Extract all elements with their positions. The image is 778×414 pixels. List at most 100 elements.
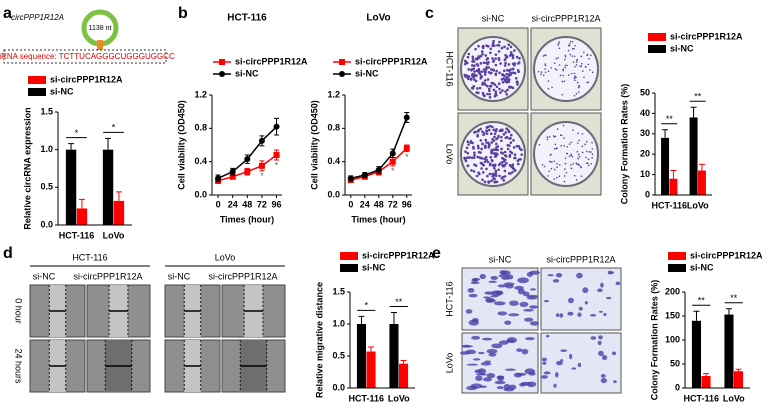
colony [570,164,572,166]
sig-label: ** [730,293,738,303]
colony [494,180,497,183]
colony [507,63,511,66]
colony [573,77,576,79]
colony [482,61,486,65]
sig-label: * [260,171,264,181]
colony [574,75,576,78]
colony [487,66,491,69]
colony [483,73,487,76]
colony [543,165,546,168]
cell [521,348,529,355]
colony [469,78,473,81]
sig-label: ** [698,296,706,306]
colony [476,64,480,67]
colony [479,62,483,65]
x-tick-label: 0 [348,199,353,209]
colony [497,134,500,138]
cell [543,371,551,375]
colony [504,131,508,134]
colony [587,164,590,167]
cell [611,351,617,356]
y-tick-label: 200 [665,286,680,296]
colony [556,176,558,179]
cell [497,284,507,288]
colony [509,45,513,49]
colony [581,133,584,135]
cell [493,301,506,306]
colony [580,175,583,177]
colony [555,147,558,150]
cell [490,275,499,280]
cell [506,337,517,344]
colony [503,150,507,154]
colony [573,47,575,50]
cell [461,344,471,348]
y-tick-label: 150 [665,310,680,320]
colony [488,89,491,93]
cell [590,314,597,317]
colony [587,81,590,83]
colony [566,146,569,148]
cell [598,310,603,313]
colony [567,74,570,76]
colony [499,62,502,65]
colony [569,53,571,56]
colony [494,173,497,176]
legend-label: si-NC [355,68,379,78]
legend-label: si-NC [50,86,74,96]
cell [519,301,529,307]
colony [584,66,587,68]
colony [488,143,491,147]
colony [520,148,523,152]
y-axis-title: Relative migrative distance [314,282,324,398]
colony [488,124,492,128]
bar [102,149,114,225]
colony [483,82,486,85]
colony [578,91,580,93]
colony [502,179,506,182]
colony [479,127,482,131]
colony [586,140,588,143]
colony [511,71,515,74]
colony [470,64,474,67]
column-label: si-circPPP1R12A [546,254,615,264]
colony [481,178,484,182]
colony [507,172,511,175]
colony [550,167,553,170]
colony [501,163,504,167]
colony [575,61,578,63]
colony [575,76,577,79]
bar [389,324,399,388]
colony [497,82,501,86]
colony [474,57,478,60]
colony [500,139,503,143]
colony [497,163,501,167]
colony [540,71,543,73]
x-tick-label: 0 [216,199,221,209]
circ-name: circPPP1R12A [11,13,64,22]
colony [496,43,499,47]
colony [501,80,505,84]
colony [472,78,476,81]
colony [466,140,470,144]
colony [499,151,503,154]
colony [491,175,494,178]
colony [564,58,566,61]
colony [475,91,478,94]
cell [545,334,550,338]
marker [229,173,236,180]
cell [541,375,548,379]
colony [471,87,475,90]
colony [480,50,484,53]
colony [510,151,514,155]
colony [511,67,514,71]
colony [483,157,486,161]
colony [469,141,472,144]
x-tick-label: HCT-116 [651,200,687,210]
colony [473,154,476,157]
column-label: si-circPPP1R12A [531,13,600,23]
cell [603,312,607,317]
x-tick-label: LoVo [723,393,745,403]
column-label: si-circPPP1R12A [73,271,142,281]
colony [478,86,482,90]
